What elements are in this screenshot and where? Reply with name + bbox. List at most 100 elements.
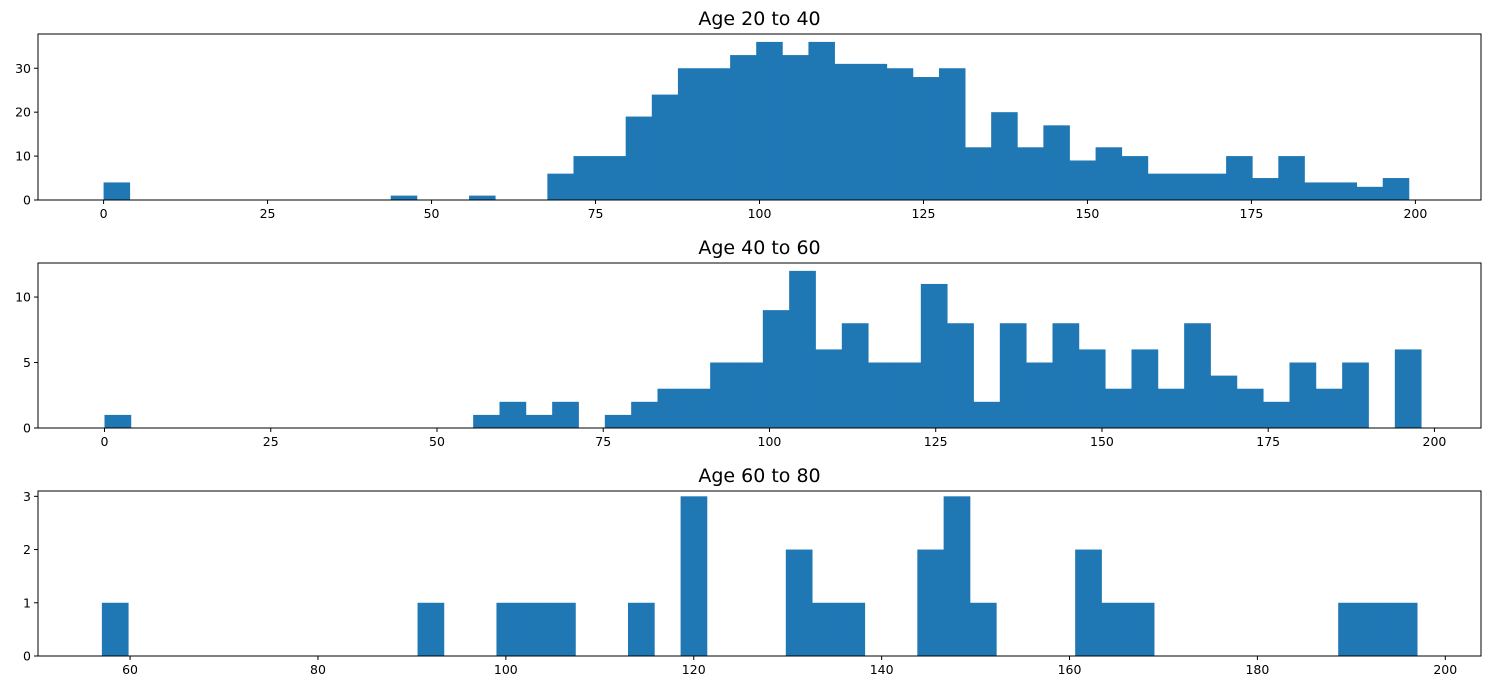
x-tick-label: 125 — [912, 206, 936, 221]
x-tick-label: 100 — [748, 206, 772, 221]
y-tick-label: 0 — [23, 421, 31, 436]
x-tick-label: 50 — [424, 206, 440, 221]
x-tick-label: 25 — [260, 206, 276, 221]
histogram-bar — [912, 77, 940, 200]
histogram-bar — [834, 63, 862, 200]
histogram-bar — [1200, 173, 1227, 200]
histogram-bar — [973, 401, 1001, 428]
axes-frame — [37, 490, 1482, 657]
x-tick-label: 180 — [1245, 662, 1269, 677]
histogram-bar — [549, 602, 576, 656]
histogram-bar — [1017, 147, 1044, 200]
x-tick-label: 175 — [1256, 434, 1280, 449]
histogram-bar — [1157, 388, 1185, 428]
x-tick-label: 200 — [1433, 662, 1457, 677]
histogram-bar — [1226, 156, 1253, 200]
histogram-bar — [815, 349, 843, 428]
histogram-bar — [631, 401, 658, 428]
histogram-bar — [938, 68, 966, 200]
x-tick-label: 125 — [924, 434, 948, 449]
x-tick-label: 200 — [1403, 206, 1427, 221]
histogram-bar — [1342, 362, 1369, 428]
histogram-bar — [1338, 602, 1365, 656]
histogram-bar — [841, 323, 869, 428]
x-tick-label: 80 — [310, 662, 326, 677]
histogram-bar — [473, 414, 500, 428]
histogram-bar — [496, 602, 524, 656]
y-tick-label: 10 — [15, 149, 31, 164]
histogram-bar — [657, 388, 685, 428]
histogram-bar — [1263, 401, 1290, 428]
histogram-bar — [604, 414, 632, 428]
histogram-bar — [860, 63, 888, 200]
histogram-bar — [991, 112, 1018, 200]
histogram-bar — [1052, 323, 1080, 428]
histogram-bar — [525, 414, 553, 428]
histogram-bar — [1105, 388, 1132, 428]
histogram-bar — [1101, 602, 1129, 656]
x-tick-label: 75 — [588, 206, 604, 221]
histogram-bar — [1252, 178, 1279, 200]
histogram-bar — [1382, 178, 1410, 200]
x-tick-label: 60 — [122, 662, 138, 677]
y-tick-label: 10 — [15, 290, 31, 305]
histogram-bar — [1315, 388, 1343, 428]
chart-title: Age 40 to 60 — [698, 237, 820, 259]
histogram-bar — [499, 401, 527, 428]
histogram-bar — [999, 323, 1027, 428]
histogram-bar — [1121, 156, 1149, 200]
histogram-bar — [1390, 602, 1418, 656]
x-tick-label: 75 — [595, 434, 611, 449]
histogram-bar — [1289, 362, 1317, 428]
y-tick-label: 20 — [15, 105, 31, 120]
histogram-bar — [730, 55, 757, 200]
y-tick-label: 5 — [23, 355, 31, 370]
histogram-bar — [103, 182, 131, 200]
histogram-bar — [1394, 349, 1422, 428]
histogram-bar — [1330, 182, 1358, 200]
histogram-bar — [917, 549, 945, 656]
histogram-bar — [894, 362, 922, 428]
histogram-bar — [599, 156, 627, 200]
histogram-bar — [736, 362, 764, 428]
x-tick-label: 50 — [429, 434, 445, 449]
histogram-bar — [1278, 156, 1305, 200]
histogram-bar — [680, 496, 708, 656]
histogram-bar — [782, 55, 809, 200]
x-tick-label: 150 — [1076, 206, 1100, 221]
x-tick-label: 0 — [101, 434, 109, 449]
histogram-bar — [1210, 375, 1238, 428]
y-tick-label: 3 — [23, 489, 31, 504]
x-tick-label: 25 — [263, 434, 279, 449]
y-tick-label: 0 — [23, 193, 31, 208]
histogram-bar — [789, 270, 816, 428]
histogram-bar — [625, 116, 653, 200]
x-tick-label: 100 — [758, 434, 782, 449]
histogram-bar — [785, 549, 813, 656]
x-tick-label: 140 — [870, 662, 894, 677]
chart-title: Age 60 to 80 — [698, 465, 820, 487]
histogram-bar — [1095, 147, 1123, 200]
histogram-bar — [704, 68, 731, 200]
histogram-bar — [1069, 160, 1096, 200]
histogram-bar — [710, 362, 737, 428]
histogram-bar — [943, 496, 971, 656]
histogram-bar — [868, 362, 895, 428]
histogram-bar — [1173, 173, 1201, 200]
histogram-bar — [627, 602, 655, 656]
histogram-bar — [808, 41, 835, 201]
histogram-bar — [1184, 323, 1211, 428]
y-tick-label: 30 — [15, 61, 31, 76]
histogram-bar — [1075, 549, 1102, 656]
histogram-bar — [522, 602, 550, 656]
histogram-bar — [683, 388, 711, 428]
x-tick-label: 100 — [494, 662, 518, 677]
histogram-bar — [1304, 182, 1331, 200]
x-tick-label: 0 — [100, 206, 108, 221]
histogram-bar — [1356, 186, 1384, 200]
histogram-bar — [762, 310, 790, 428]
x-tick-label: 150 — [1090, 434, 1114, 449]
histogram-bar — [947, 323, 974, 428]
histogram-bar — [969, 602, 997, 656]
histogram-bar — [920, 283, 948, 428]
